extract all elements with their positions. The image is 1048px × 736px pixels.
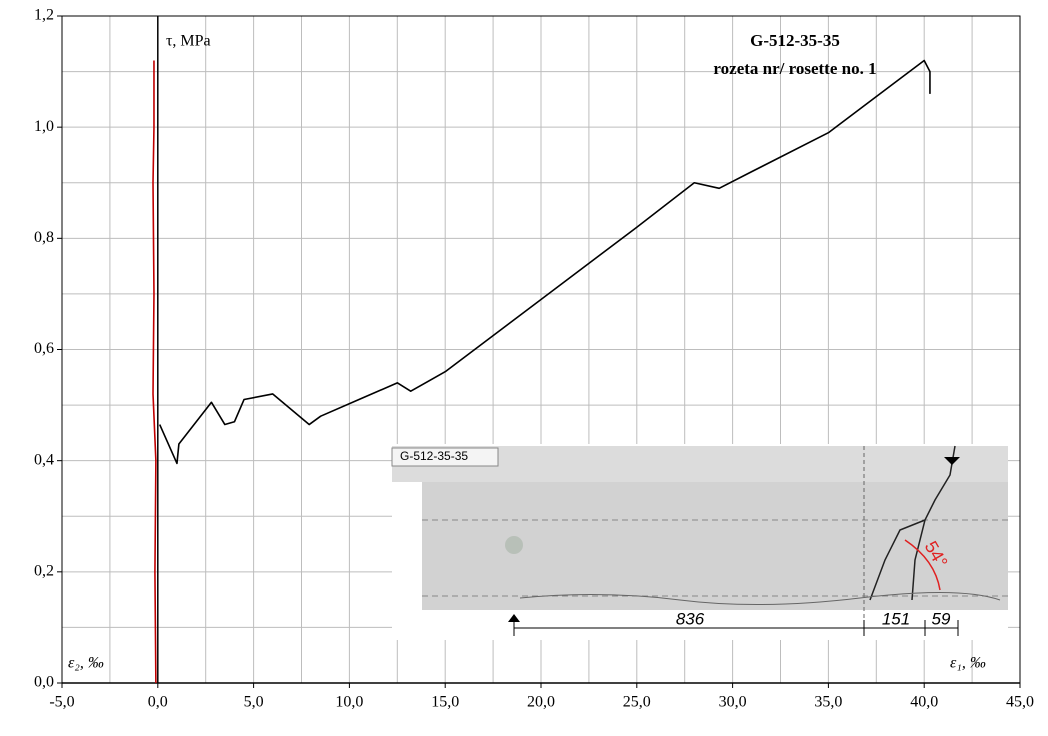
x-tick-label: 40,0	[910, 694, 938, 711]
y-tick-label: 1,0	[34, 118, 54, 135]
load-arrow	[944, 457, 960, 465]
inset-photo: G-512-35-35 836 151 59 54°	[391, 444, 1008, 640]
x-tick-label: 10,0	[335, 694, 363, 711]
y-tick-label: 0,4	[34, 451, 54, 468]
crack	[869, 445, 956, 601]
x-tick-label: 15,0	[431, 694, 459, 711]
x-tick-label: 5,0	[244, 694, 264, 711]
x-tick-label: 35,0	[814, 694, 842, 711]
inset-label-box	[391, 447, 499, 467]
crack	[519, 592, 1001, 606]
y-tick-label: 0,2	[34, 563, 54, 580]
chart-subtitle: rozeta nr/ rosette no. 1	[713, 59, 876, 78]
x-tick-label: 45,0	[1006, 694, 1034, 711]
x-tick-label: 25,0	[623, 694, 651, 711]
y-tick-label: 0,6	[34, 340, 54, 357]
dimension-label: 836	[676, 609, 705, 628]
x-tick-label: 30,0	[719, 694, 747, 711]
y-axis-label: τ, MPa	[166, 33, 211, 50]
y-tick-label: 0,0	[34, 674, 54, 691]
inset-label: G-512-35-35	[400, 449, 468, 463]
angle-arc	[904, 539, 941, 591]
dimension-label: 151	[882, 609, 910, 628]
y-tick-label: 1,2	[34, 7, 54, 24]
dimension-label: 59	[932, 609, 951, 628]
data-line	[158, 59, 931, 465]
data-line	[152, 60, 157, 684]
x-axis-label-right: ε₁, ‰	[950, 655, 986, 672]
x-tick-label: -5,0	[49, 694, 74, 711]
photo-spot	[505, 536, 523, 554]
y-tick-label: 0,8	[34, 229, 54, 246]
support-arrow	[508, 614, 520, 622]
x-tick-label: 0,0	[148, 694, 168, 711]
chart-title: G-512-35-35	[750, 31, 840, 50]
x-axis-label-left: ε₂, ‰	[68, 655, 104, 672]
x-tick-label: 20,0	[527, 694, 555, 711]
